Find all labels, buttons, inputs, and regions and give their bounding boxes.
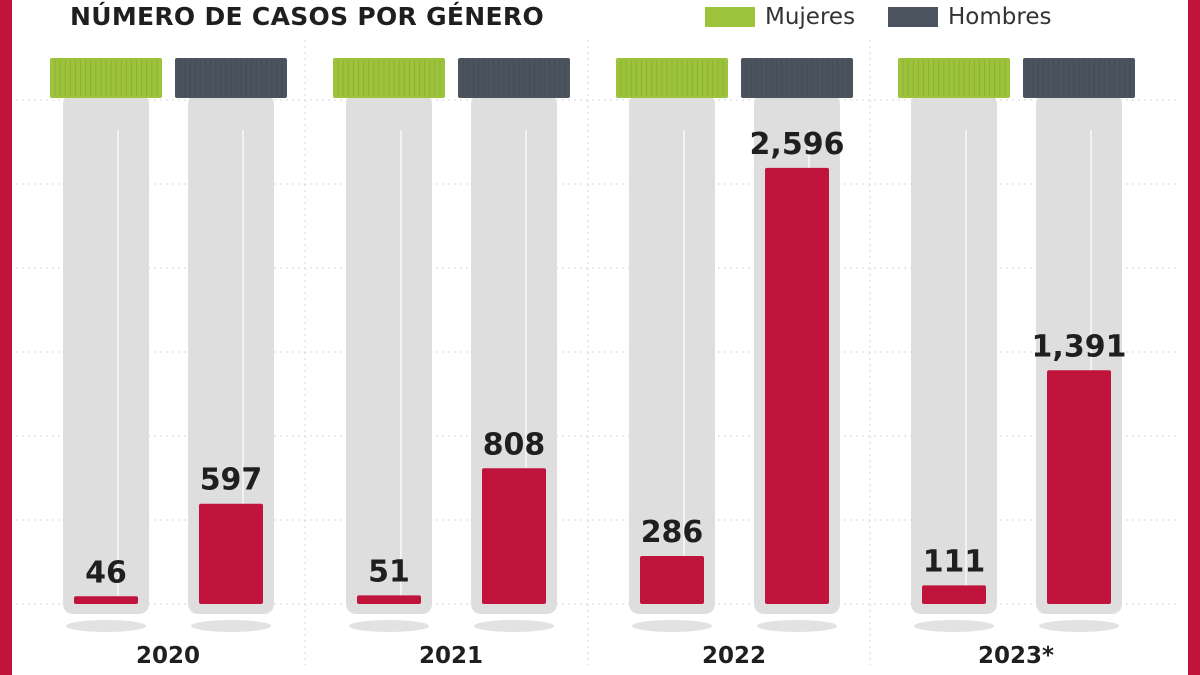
bar-mujeres (922, 585, 986, 604)
value-label-hombres: 808 (483, 427, 546, 462)
cap-hombres (1023, 58, 1135, 98)
chart-title: NÚMERO DE CASOS POR GÉNERO (70, 2, 545, 31)
cap-mujeres (333, 58, 445, 98)
cap-mujeres (898, 58, 1010, 98)
value-label-mujeres: 286 (641, 515, 704, 550)
value-label-mujeres: 51 (368, 554, 410, 589)
value-label-hombres: 2,596 (750, 127, 845, 162)
tube-shadow (1039, 620, 1119, 632)
legend-swatch-mujeres (705, 7, 755, 27)
cap-hombres (175, 58, 287, 98)
value-label-mujeres: 111 (923, 544, 986, 579)
bar-hombres (482, 468, 546, 604)
tube-shadow (632, 620, 712, 632)
value-label-mujeres: 46 (85, 555, 127, 590)
right-border (1188, 0, 1200, 675)
value-label-hombres: 1,391 (1032, 329, 1127, 364)
cap-mujeres (50, 58, 162, 98)
tube-shadow (66, 620, 146, 632)
cap-mujeres (616, 58, 728, 98)
legend-label-hombres: Hombres (948, 4, 1052, 30)
bar-hombres (199, 503, 263, 604)
bar-mujeres (640, 555, 704, 604)
tube-mujeres (629, 94, 715, 614)
bar-hombres (1047, 370, 1111, 604)
tube-hombres (188, 94, 274, 614)
year-label: 2021 (419, 643, 483, 669)
tube-shadow (757, 620, 837, 632)
legend-item-hombres: Hombres (888, 4, 1051, 30)
cap-hombres (741, 58, 853, 98)
tube-mujeres (63, 94, 149, 614)
tube-shadow (191, 620, 271, 632)
value-label-hombres: 597 (200, 463, 263, 498)
tube-shadow (914, 620, 994, 632)
cap-hombres (458, 58, 570, 98)
tube-shadow (349, 620, 429, 632)
year-label: 2020 (136, 643, 200, 669)
legend-item-mujeres: Mujeres (705, 4, 855, 30)
tube-shadow (474, 620, 554, 632)
legend-swatch-hombres (888, 7, 938, 27)
year-label: 2022 (702, 643, 766, 669)
bar-mujeres (357, 595, 421, 604)
year-label: 2023* (978, 643, 1054, 669)
legend-label-mujeres: Mujeres (765, 4, 856, 30)
tube-mujeres (911, 94, 997, 614)
bar-mujeres (74, 596, 138, 604)
bar-hombres (765, 167, 829, 604)
tube-mujeres (346, 94, 432, 614)
left-border (0, 0, 12, 675)
